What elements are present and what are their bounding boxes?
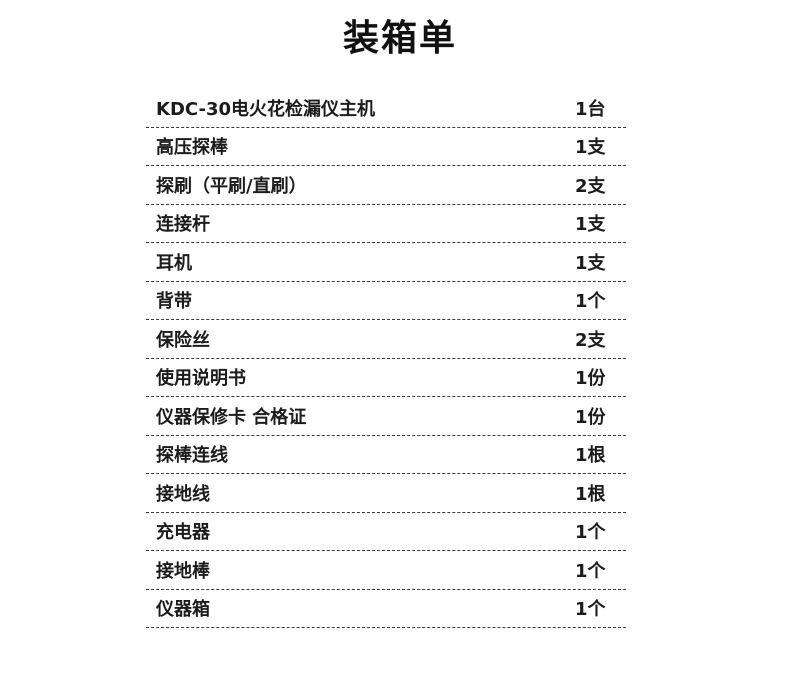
list-item: 接地棒 1个 [146, 551, 626, 590]
item-name: 接地棒 [156, 560, 210, 582]
item-quantity: 1根 [575, 483, 606, 505]
list-item: 连接杆 1支 [146, 205, 626, 243]
item-quantity: 1个 [575, 560, 606, 582]
item-quantity: 1个 [575, 599, 606, 621]
list-item: 保险丝 2支 [146, 320, 626, 359]
item-name: 探刷（平刷/直刷） [156, 175, 307, 197]
item-name: 连接杆 [156, 214, 210, 236]
packing-list: KDC-30电火花检漏仪主机 1台 高压探棒 1支 探刷（平刷/直刷） 2支 连… [146, 89, 626, 628]
item-quantity: 1台 [575, 98, 606, 120]
item-name: 使用说明书 [156, 368, 246, 390]
list-item: 探刷（平刷/直刷） 2支 [146, 166, 626, 205]
list-item: 高压探棒 1支 [146, 128, 626, 166]
item-name: 充电器 [156, 522, 210, 544]
item-quantity: 1根 [575, 445, 606, 467]
item-quantity: 2支 [575, 175, 606, 197]
list-item: 仪器保修卡 合格证 1份 [146, 397, 626, 436]
item-quantity: 1份 [575, 406, 606, 428]
item-name: 仪器箱 [156, 599, 210, 621]
item-quantity: 1支 [575, 214, 606, 236]
list-item: 充电器 1个 [146, 513, 626, 551]
item-name: 耳机 [156, 252, 192, 274]
item-quantity: 1支 [575, 252, 606, 274]
item-name: 背带 [156, 291, 192, 313]
item-quantity: 1个 [575, 522, 606, 544]
item-quantity: 1个 [575, 291, 606, 313]
item-name: 高压探棒 [156, 137, 228, 159]
page-title: 装箱单 [342, 18, 457, 59]
list-item: 耳机 1支 [146, 243, 626, 282]
item-quantity: 2支 [575, 329, 606, 351]
list-item: 使用说明书 1份 [146, 359, 626, 397]
item-name: 探棒连线 [156, 445, 228, 467]
list-item: 仪器箱 1个 [146, 590, 626, 628]
item-name: 仪器保修卡 合格证 [156, 406, 307, 428]
item-quantity: 1份 [575, 368, 606, 390]
list-item: 接地线 1根 [146, 474, 626, 513]
list-item: 背带 1个 [146, 282, 626, 320]
item-name: KDC-30电火花检漏仪主机 [156, 98, 376, 120]
item-name: 接地线 [156, 483, 210, 505]
item-quantity: 1支 [575, 137, 606, 159]
item-name: 保险丝 [156, 329, 210, 351]
list-item: KDC-30电火花检漏仪主机 1台 [146, 89, 626, 128]
list-item: 探棒连线 1根 [146, 436, 626, 474]
